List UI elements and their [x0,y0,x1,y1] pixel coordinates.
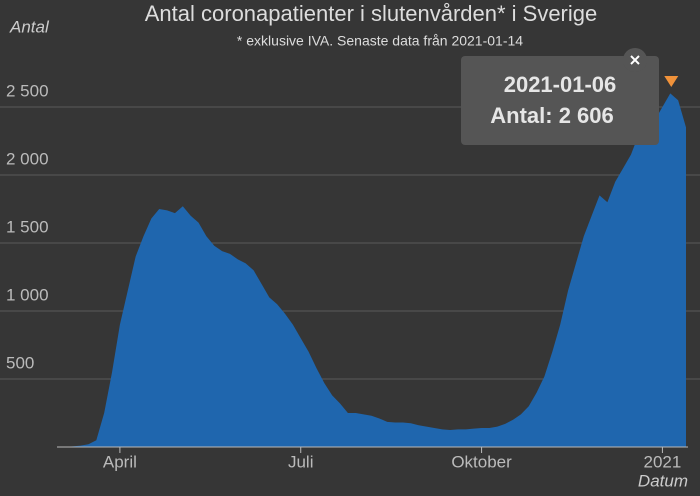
grid: 500 1 000 1 500 2 000 2 500 [0,81,700,380]
area [57,93,686,448]
tooltip-marker [664,76,679,87]
x-tick-label: Juli [288,452,314,471]
plot: April Juli Oktober 2021 [57,76,688,471]
chart-title: Antal coronapatienter i slutenvården* i … [145,1,598,26]
x-axis-label: Datum [638,471,688,490]
y-tick-label: 2 500 [6,81,49,100]
y-tick-label: 2 000 [6,149,49,168]
y-tick-label: 1 500 [6,217,49,236]
x-tick-label: 2021 [643,452,681,471]
tooltip: 2021-01-06 Antal: 2 606 [461,48,659,145]
tooltip-box [461,56,659,145]
y-tick-label: 1 000 [6,285,49,304]
tooltip-close[interactable] [623,48,647,72]
x-tick-label: April [103,452,137,471]
chart-subtitle: * exklusive IVA. Senaste data från 2021-… [237,33,523,49]
y-tick-label: 500 [6,353,34,372]
y-axis-label: Antal [9,17,50,36]
tooltip-date: 2021-01-06 [504,72,617,97]
close-icon[interactable] [630,55,640,65]
tooltip-text: Antal: 2 606 [490,103,614,128]
x-tick-label: Oktober [451,452,512,471]
